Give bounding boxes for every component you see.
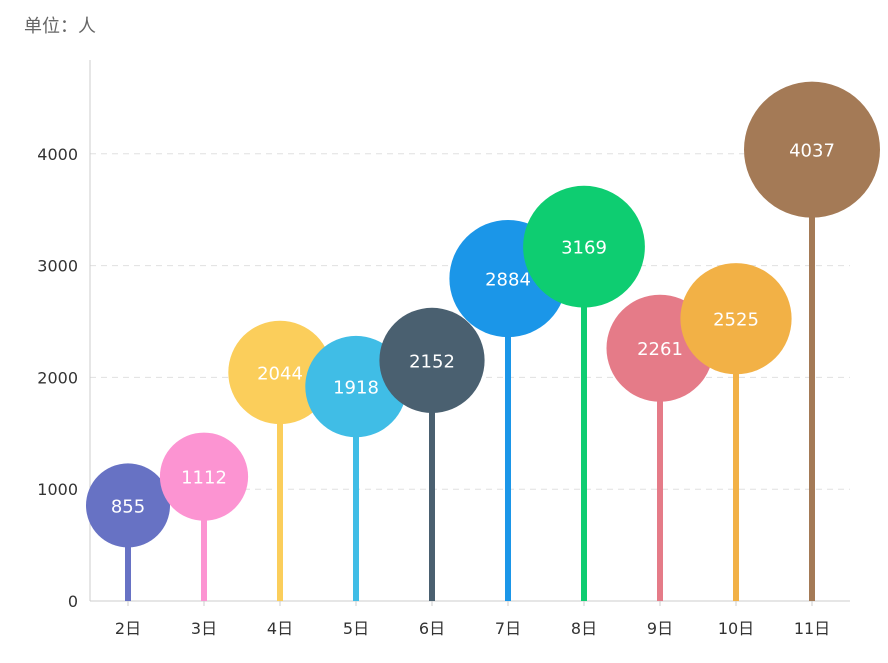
y-tick-labels: 0 1000 2000 3000 4000 <box>37 145 78 611</box>
data-label: 2152 <box>409 351 455 372</box>
y-tick-label: 3000 <box>37 257 78 276</box>
data-point[interactable]: 4037 <box>744 81 880 601</box>
data-point[interactable]: 855 <box>86 463 170 601</box>
data-label: 2261 <box>637 339 683 360</box>
x-tick-label: 7日 <box>495 619 521 638</box>
x-tick-label: 11日 <box>794 619 830 638</box>
x-tick-label: 9日 <box>647 619 673 638</box>
x-tick-label: 4日 <box>267 619 293 638</box>
bubble[interactable] <box>744 81 880 218</box>
bubble[interactable] <box>159 432 249 521</box>
data-label: 4037 <box>789 141 835 162</box>
data-label: 855 <box>111 496 145 517</box>
data-label: 2525 <box>713 310 759 331</box>
data-point[interactable]: 2044 <box>228 320 332 601</box>
y-tick-label: 1000 <box>37 480 78 499</box>
data-point[interactable]: 2525 <box>680 263 792 601</box>
unit-label: 单位：人 <box>24 16 96 37</box>
bubble[interactable] <box>379 307 485 414</box>
y-tick-label: 0 <box>68 592 78 611</box>
data-label: 1918 <box>333 378 379 399</box>
x-tick-label: 5日 <box>343 619 369 638</box>
data-point[interactable]: 2152 <box>379 307 485 601</box>
x-tick-label: 3日 <box>191 619 217 638</box>
bubble[interactable] <box>523 185 645 308</box>
bubble[interactable] <box>228 320 332 425</box>
x-tick-label: 6日 <box>419 619 445 638</box>
data-point[interactable]: 1112 <box>159 432 249 601</box>
data-label: 2884 <box>485 270 531 291</box>
data-label: 2044 <box>257 363 303 384</box>
x-tick-label: 8日 <box>571 619 597 638</box>
y-tick-label: 2000 <box>37 368 78 387</box>
data-point[interactable]: 1918 <box>305 335 407 601</box>
chart-marks: 855 1112 2044 1918 2152 2884 3169 2261 2525 4037 <box>86 81 880 601</box>
x-tick-label: 2日 <box>115 619 141 638</box>
y-tick-label: 4000 <box>37 145 78 164</box>
data-label: 3169 <box>561 238 607 259</box>
data-label: 1112 <box>181 468 227 489</box>
x-tick-label: 10日 <box>718 619 754 638</box>
x-tick-labels: 2日 3日 4日 5日 6日 7日 8日 9日 10日 11日 <box>115 619 830 638</box>
bubble[interactable] <box>680 263 792 375</box>
bubble[interactable] <box>86 463 170 548</box>
data-point[interactable]: 3169 <box>523 185 645 601</box>
